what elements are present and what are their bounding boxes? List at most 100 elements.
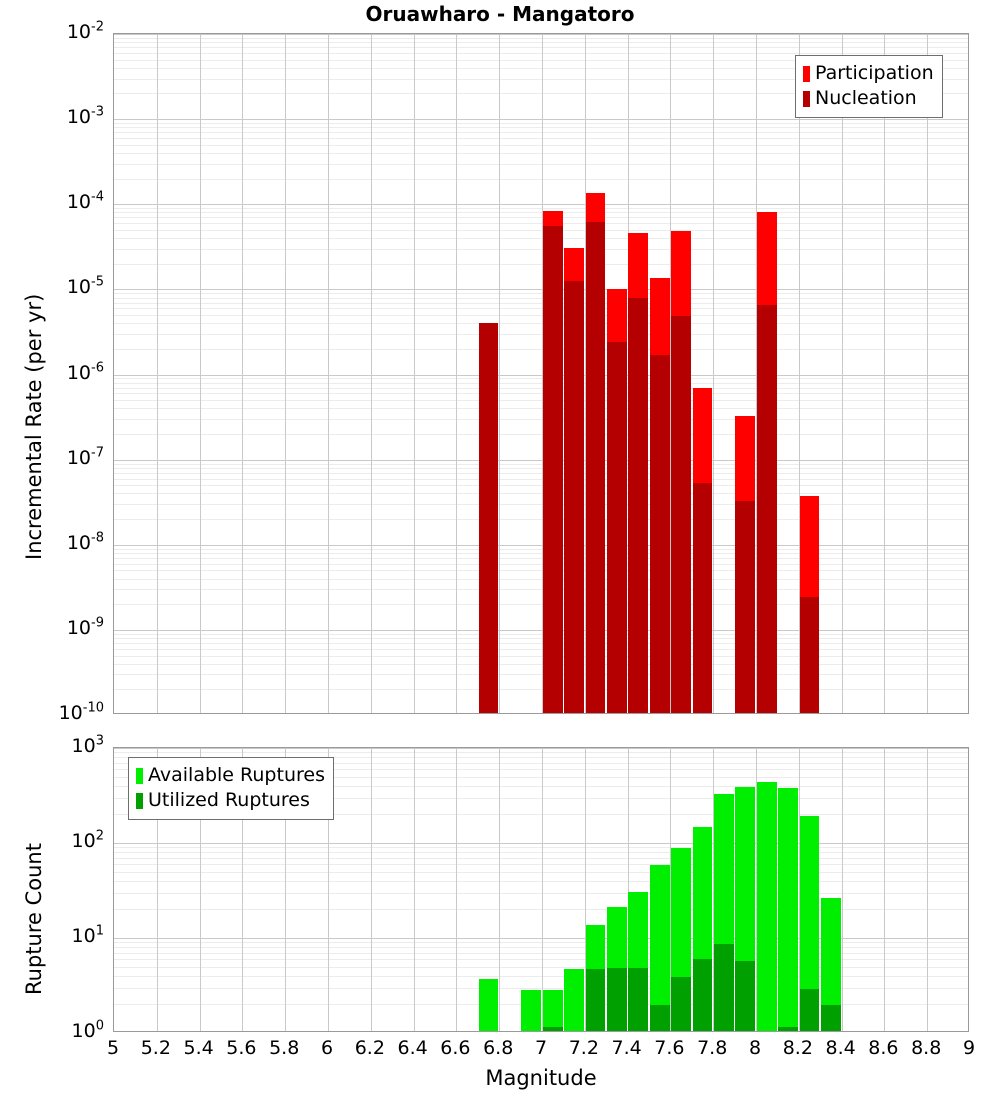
legend-swatch-icon <box>136 792 143 809</box>
gridline-minor <box>114 433 968 435</box>
x-tick-label: 7.4 <box>611 1037 642 1059</box>
x-axis-label: Magnitude <box>485 1066 597 1090</box>
x-tick-label: 6.6 <box>440 1037 471 1059</box>
gridline-minor <box>114 400 968 402</box>
y-tick-mantissa: 10 <box>71 1020 96 1042</box>
gridline-minor <box>114 519 968 521</box>
y-tick-exponent: -2 <box>91 19 104 35</box>
x-tick-label: 8.4 <box>825 1037 856 1059</box>
gridline-minor <box>114 472 968 474</box>
gridline-minor <box>114 493 968 495</box>
gridline-minor <box>114 752 968 754</box>
gridline-minor <box>114 297 968 299</box>
gridline-vertical <box>328 34 329 713</box>
gridline-minor <box>114 857 968 859</box>
bar-available-ruptures <box>542 990 563 1031</box>
gridline-minor <box>114 47 968 49</box>
bar-utilized-ruptures <box>713 944 734 1031</box>
bar-available-ruptures <box>564 968 585 1031</box>
gridline-minor <box>114 208 968 210</box>
x-tick-label: 5.4 <box>183 1037 214 1059</box>
gridline-minor <box>114 127 968 129</box>
gridline-vertical <box>584 748 586 1031</box>
gridline-vertical <box>798 34 800 713</box>
gridline-minor <box>114 212 968 214</box>
y-tick-mantissa: 10 <box>66 616 92 639</box>
x-tick-label: 7.8 <box>697 1037 728 1059</box>
gridline-minor <box>114 947 968 949</box>
y-tick-label: 10-5 <box>66 276 104 299</box>
bar-nucleation <box>735 500 756 713</box>
gridline-vertical <box>756 34 757 713</box>
gridline-minor <box>114 348 968 350</box>
gridline-vertical <box>542 34 543 713</box>
gridline-minor <box>114 589 968 591</box>
gridline-major <box>114 34 968 35</box>
gridline-minor <box>114 987 968 989</box>
gridline-vertical <box>413 748 415 1031</box>
gridline-minor <box>114 42 968 44</box>
bar-available-ruptures <box>820 898 841 1031</box>
x-tick-label: 8.6 <box>868 1037 899 1059</box>
incremental-rate-plot-area <box>113 33 969 714</box>
bar-available-ruptures <box>756 781 777 1031</box>
gridline-minor <box>114 604 968 606</box>
gridline-minor <box>114 333 968 335</box>
x-tick-label: 6 <box>320 1037 334 1059</box>
y-tick-label: 10-3 <box>67 106 104 127</box>
x-tick-label: 8.2 <box>782 1037 813 1059</box>
gridline-minor <box>114 552 968 554</box>
y-tick-mantissa: 10 <box>66 446 92 469</box>
bottom-bars-layer <box>114 748 968 1031</box>
bar-available-ruptures <box>778 788 799 1031</box>
gridline-vertical <box>841 34 843 713</box>
gridline-vertical <box>456 748 458 1031</box>
gridline-minor <box>114 132 968 134</box>
legend-label: Utilized Ruptures <box>148 789 310 811</box>
legend-item[interactable]: Available Ruptures <box>136 763 325 788</box>
gridline-vertical <box>798 748 800 1031</box>
y-tick-mantissa: 10 <box>66 276 92 299</box>
y-tick-mantissa: 10 <box>66 361 92 384</box>
gridline-vertical <box>413 34 415 713</box>
gridline-vertical <box>927 748 929 1031</box>
gridline-minor <box>114 485 968 487</box>
gridline-major <box>114 629 968 631</box>
legend-item[interactable]: Participation <box>803 61 934 86</box>
bar-nucleation <box>478 323 499 713</box>
bar-utilized-ruptures <box>585 968 606 1031</box>
gridline-vertical <box>285 748 287 1031</box>
y-tick-exponent: 1 <box>95 923 104 939</box>
gridline-minor <box>114 382 968 384</box>
gridline-vertical <box>370 34 372 713</box>
bar-utilized-ruptures <box>628 968 649 1031</box>
y-tick-mantissa: 10 <box>71 925 96 947</box>
gridline-vertical <box>542 748 543 1031</box>
gridline-minor <box>114 478 968 480</box>
gridline-minor <box>114 93 968 95</box>
legend-item[interactable]: Nucleation <box>803 86 934 111</box>
gridline-minor <box>114 942 968 944</box>
gridline-minor <box>114 648 968 650</box>
gridline-minor <box>114 387 968 389</box>
bar-available-ruptures <box>521 990 542 1031</box>
gridline-minor <box>114 578 968 580</box>
gridline-minor <box>114 776 968 778</box>
legend-item[interactable]: Utilized Ruptures <box>136 788 325 813</box>
gridline-major <box>114 204 968 206</box>
gridline-vertical <box>756 748 757 1031</box>
gridline-vertical <box>884 34 886 713</box>
y-tick-label: 10-7 <box>66 446 104 469</box>
bar-utilized-ruptures <box>542 1027 563 1031</box>
bar-nucleation <box>671 316 692 713</box>
y-tick-exponent: 3 <box>95 733 104 749</box>
gridline-minor <box>114 674 968 676</box>
gridline-vertical <box>242 748 244 1031</box>
gridline-vertical <box>927 34 929 713</box>
top-y-axis-label: Incremental Rate (per yr) <box>22 293 46 560</box>
gridline-minor <box>114 757 968 759</box>
gridline-minor <box>114 548 968 550</box>
y-tick-label: 10-4 <box>67 191 104 212</box>
gridline-vertical <box>670 748 672 1031</box>
gridline-vertical <box>713 34 715 713</box>
